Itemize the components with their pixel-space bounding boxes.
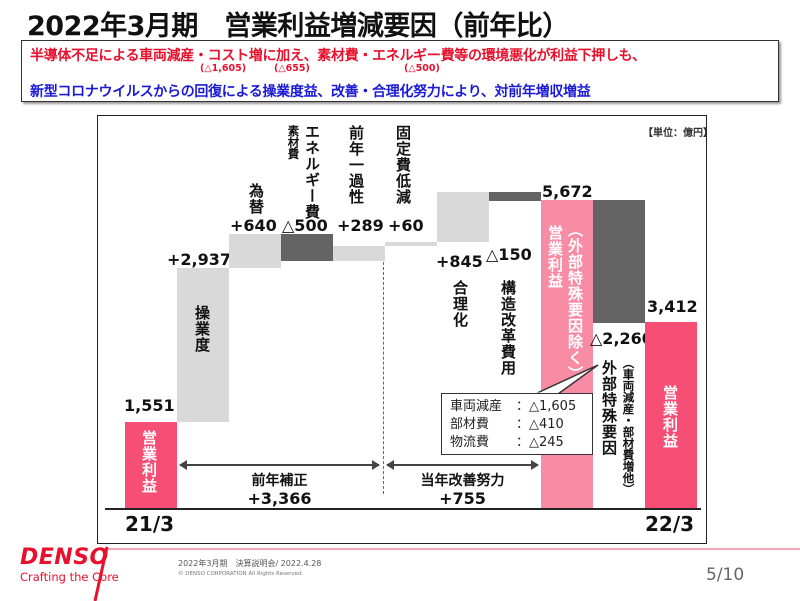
bar-rationalization: [437, 192, 489, 242]
bar-end-profit: [645, 322, 697, 508]
footer-divider: [108, 548, 800, 550]
bar-external-factors: [593, 200, 645, 323]
bar-volume-value: +2,937: [167, 250, 232, 269]
denso-logo: DENSO: [20, 545, 109, 570]
bar-external-label-2: （車両減産・部材費増他）: [621, 357, 636, 495]
bar-subtotal-label-2: （外部特殊要因除く）: [566, 222, 584, 382]
group-divider: [383, 262, 384, 494]
summary-line-negative: 半導体不足による車両減産・コスト増に加え、素材費・エネルギー費等の環境悪化が利益…: [30, 48, 646, 64]
bar-onetime-value: +289: [337, 216, 384, 235]
bar-start-value: 1,551: [124, 396, 175, 415]
bar-onetime-label: 前年一過性: [347, 125, 365, 205]
summary-box: 半導体不足による車両減産・コスト増に加え、素材費・エネルギー費等の環境悪化が利益…: [21, 40, 779, 102]
prior-year-value: +3,366: [247, 489, 312, 508]
copyright: © DENSO CORPORATION All Rights Reserved.: [178, 571, 304, 577]
bar-restructuring-value: △150: [486, 245, 532, 264]
bar-fixedcost-value: +60: [388, 216, 424, 235]
summary-sub-vehicle: (△1,605): [200, 63, 247, 74]
bar-rationalization-value: +845: [436, 252, 483, 271]
bar-end-value: 3,412: [647, 297, 698, 316]
callout-row: 部材費 ：△410: [450, 417, 564, 432]
bar-fixedcost-label: 固定費低減: [394, 125, 412, 205]
bar-start-profit: [125, 422, 177, 508]
callout-row: 車両減産 ：△1,605: [450, 399, 577, 414]
callout-row: 物流費 ：△245: [450, 435, 564, 450]
bar-volume-label: 操業度: [193, 305, 211, 353]
bar-external-value: △2,260: [590, 329, 653, 348]
bar-material-label-2: エネルギー費: [303, 124, 321, 220]
bar-restructuring: [489, 192, 541, 201]
bar-rationalization-label: 合理化: [451, 280, 469, 328]
page-number: 5/10: [706, 565, 745, 585]
current-year-label: 当年改善努力: [420, 473, 505, 489]
bar-fx: [229, 234, 281, 268]
current-year-arrow: [386, 460, 539, 470]
bar-onetime: [333, 246, 385, 261]
x-axis: [105, 508, 701, 510]
current-year-value: +755: [439, 489, 486, 508]
bar-fixedcost: [385, 242, 437, 246]
external-factors-callout: 車両減産 ：△1,605 部材費 ：△410 物流費 ：△245: [441, 393, 593, 455]
bar-fx-label: 為替: [247, 183, 265, 215]
prior-year-label: 前年補正: [251, 473, 308, 489]
unit-label: 【単位：億円】: [643, 128, 713, 139]
bar-subtotal-profit: [541, 200, 593, 508]
prior-year-arrow: [179, 460, 380, 470]
bar-start-label: 営業利益: [140, 430, 158, 494]
summary-line-positive: 新型コロナウイルスからの回復による操業度益、改善・合理化努力により、対前年増収増…: [30, 84, 591, 100]
bar-material-label-1: 素材費: [286, 125, 301, 160]
bar-subtotal-label-1: 営業利益: [546, 225, 564, 289]
bar-end-label: 営業利益: [661, 385, 679, 449]
summary-sub-material: (△500): [404, 63, 440, 74]
event-info: 2022年3月期 決算説明会/ 2022.4.28: [178, 559, 322, 568]
bar-external-label-1: 外部特殊要因: [600, 360, 618, 456]
period-start: 21/3: [125, 512, 175, 536]
period-end: 22/3: [645, 512, 695, 536]
bar-material-value: △500: [282, 216, 328, 235]
bar-fx-value: +640: [230, 216, 277, 235]
page-title: 2022年3月期 営業利益増減要因（前年比）: [27, 11, 569, 42]
brand-tagline: Crafting the Core: [20, 570, 119, 584]
bar-restructuring-label: 構造改革費用: [499, 280, 517, 376]
summary-sub-cost: (△655): [274, 63, 310, 74]
bar-volume: [177, 268, 229, 422]
bar-material-energy: [281, 234, 333, 261]
bar-subtotal-value: 5,672: [542, 182, 593, 201]
